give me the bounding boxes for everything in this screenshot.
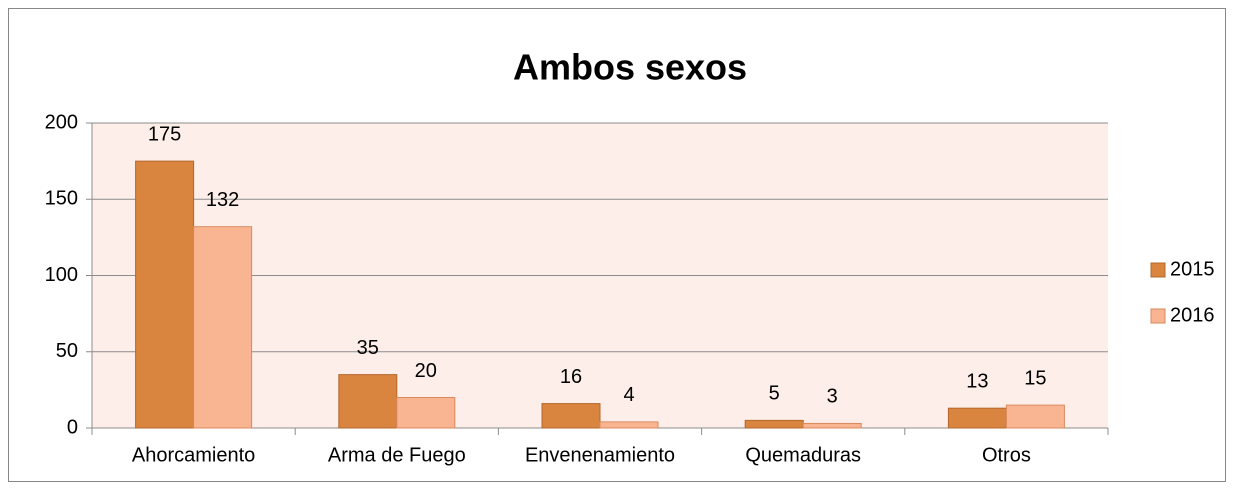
data-label: 15 xyxy=(1024,367,1046,389)
data-label: 132 xyxy=(206,189,239,211)
data-label: 175 xyxy=(148,123,181,145)
data-label: 5 xyxy=(769,383,780,405)
y-tick-label: 0 xyxy=(67,416,78,438)
data-label: 4 xyxy=(623,384,634,406)
bar xyxy=(599,421,659,429)
bar xyxy=(396,397,456,429)
data-label: 20 xyxy=(415,360,437,382)
bar xyxy=(802,422,862,429)
bar xyxy=(193,226,253,429)
x-tick-label: Ahorcamiento xyxy=(132,444,255,466)
bar xyxy=(1005,404,1065,429)
legend-swatch xyxy=(1150,262,1166,278)
bar xyxy=(338,374,398,429)
x-tick-label: Envenenamiento xyxy=(525,444,675,466)
x-tick-label: Quemaduras xyxy=(745,444,861,466)
y-tick-label: 200 xyxy=(45,111,78,133)
x-tick-label: Otros xyxy=(982,444,1031,466)
legend-label: 2015 xyxy=(1170,258,1215,280)
chart-title: Ambos sexos xyxy=(513,47,747,88)
x-tick-label: Arma de Fuego xyxy=(328,444,466,466)
legend-swatch xyxy=(1150,308,1166,324)
y-tick-label: 150 xyxy=(45,188,78,210)
bar xyxy=(135,160,195,429)
bar xyxy=(744,419,804,429)
data-label: 3 xyxy=(827,386,838,408)
legend-label: 2016 xyxy=(1170,304,1215,326)
y-tick-label: 50 xyxy=(56,340,78,362)
y-tick-label: 100 xyxy=(45,264,78,286)
data-label: 16 xyxy=(560,366,582,388)
bar xyxy=(541,403,601,429)
data-label: 13 xyxy=(966,370,988,392)
data-label: 35 xyxy=(357,337,379,359)
bar xyxy=(947,407,1007,429)
